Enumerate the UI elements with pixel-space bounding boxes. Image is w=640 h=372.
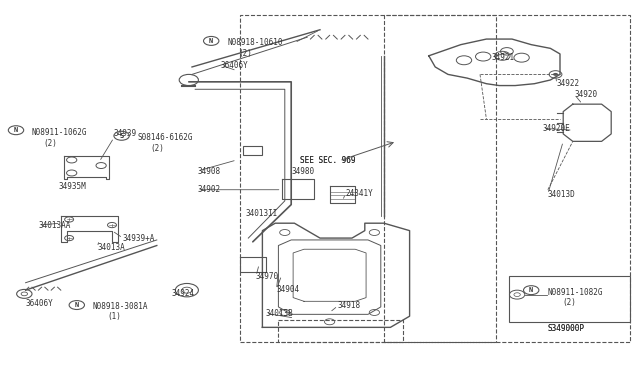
Text: 34939: 34939 — [114, 129, 137, 138]
Text: S: S — [120, 133, 124, 139]
Text: N08911-1082G: N08911-1082G — [547, 288, 603, 296]
Text: 34013AA: 34013AA — [38, 221, 71, 230]
Text: 34922: 34922 — [557, 79, 580, 88]
Text: (2): (2) — [150, 144, 164, 153]
Text: 36406Y: 36406Y — [221, 61, 248, 70]
Text: S08146-6162G: S08146-6162G — [138, 133, 193, 142]
Text: 34970: 34970 — [256, 272, 279, 280]
Text: 24341Y: 24341Y — [346, 189, 373, 198]
Bar — [509, 276, 630, 322]
Text: 34939+A: 34939+A — [123, 234, 156, 243]
Text: 34013B: 34013B — [266, 309, 293, 318]
Text: 34935M: 34935M — [59, 182, 86, 190]
Text: 34924: 34924 — [172, 289, 195, 298]
Bar — [240, 15, 496, 342]
Text: 34921: 34921 — [492, 53, 515, 62]
Bar — [384, 15, 630, 342]
Text: S349000P: S349000P — [548, 324, 585, 333]
Text: 34980: 34980 — [291, 167, 314, 176]
Text: 34920: 34920 — [575, 90, 598, 99]
Text: 34920E: 34920E — [543, 124, 570, 133]
Text: SEE SEC. 969: SEE SEC. 969 — [300, 156, 355, 165]
Text: 34013D: 34013D — [548, 190, 575, 199]
Text: N08918-10610: N08918-10610 — [227, 38, 283, 47]
Text: (2): (2) — [238, 49, 252, 58]
Text: S349000P: S349000P — [548, 324, 585, 333]
Text: 34918: 34918 — [338, 301, 361, 310]
Circle shape — [553, 73, 558, 76]
Text: N08911-1062G: N08911-1062G — [32, 128, 88, 137]
Text: 34013A: 34013A — [97, 243, 125, 252]
Text: N: N — [14, 127, 18, 133]
Text: N08918-3081A: N08918-3081A — [93, 302, 148, 311]
Text: 34908: 34908 — [197, 167, 220, 176]
Text: N: N — [209, 38, 213, 44]
Text: 34902: 34902 — [197, 185, 220, 194]
Text: 36406Y: 36406Y — [26, 299, 53, 308]
Text: 34013II: 34013II — [245, 209, 278, 218]
Text: (2): (2) — [44, 139, 58, 148]
Text: (2): (2) — [562, 298, 576, 307]
Text: (1): (1) — [108, 312, 122, 321]
Text: 34904: 34904 — [276, 285, 300, 294]
Text: N: N — [75, 302, 79, 308]
Bar — [243, 146, 262, 155]
Text: SEE SEC. 969: SEE SEC. 969 — [300, 156, 355, 165]
Text: N: N — [529, 287, 533, 293]
